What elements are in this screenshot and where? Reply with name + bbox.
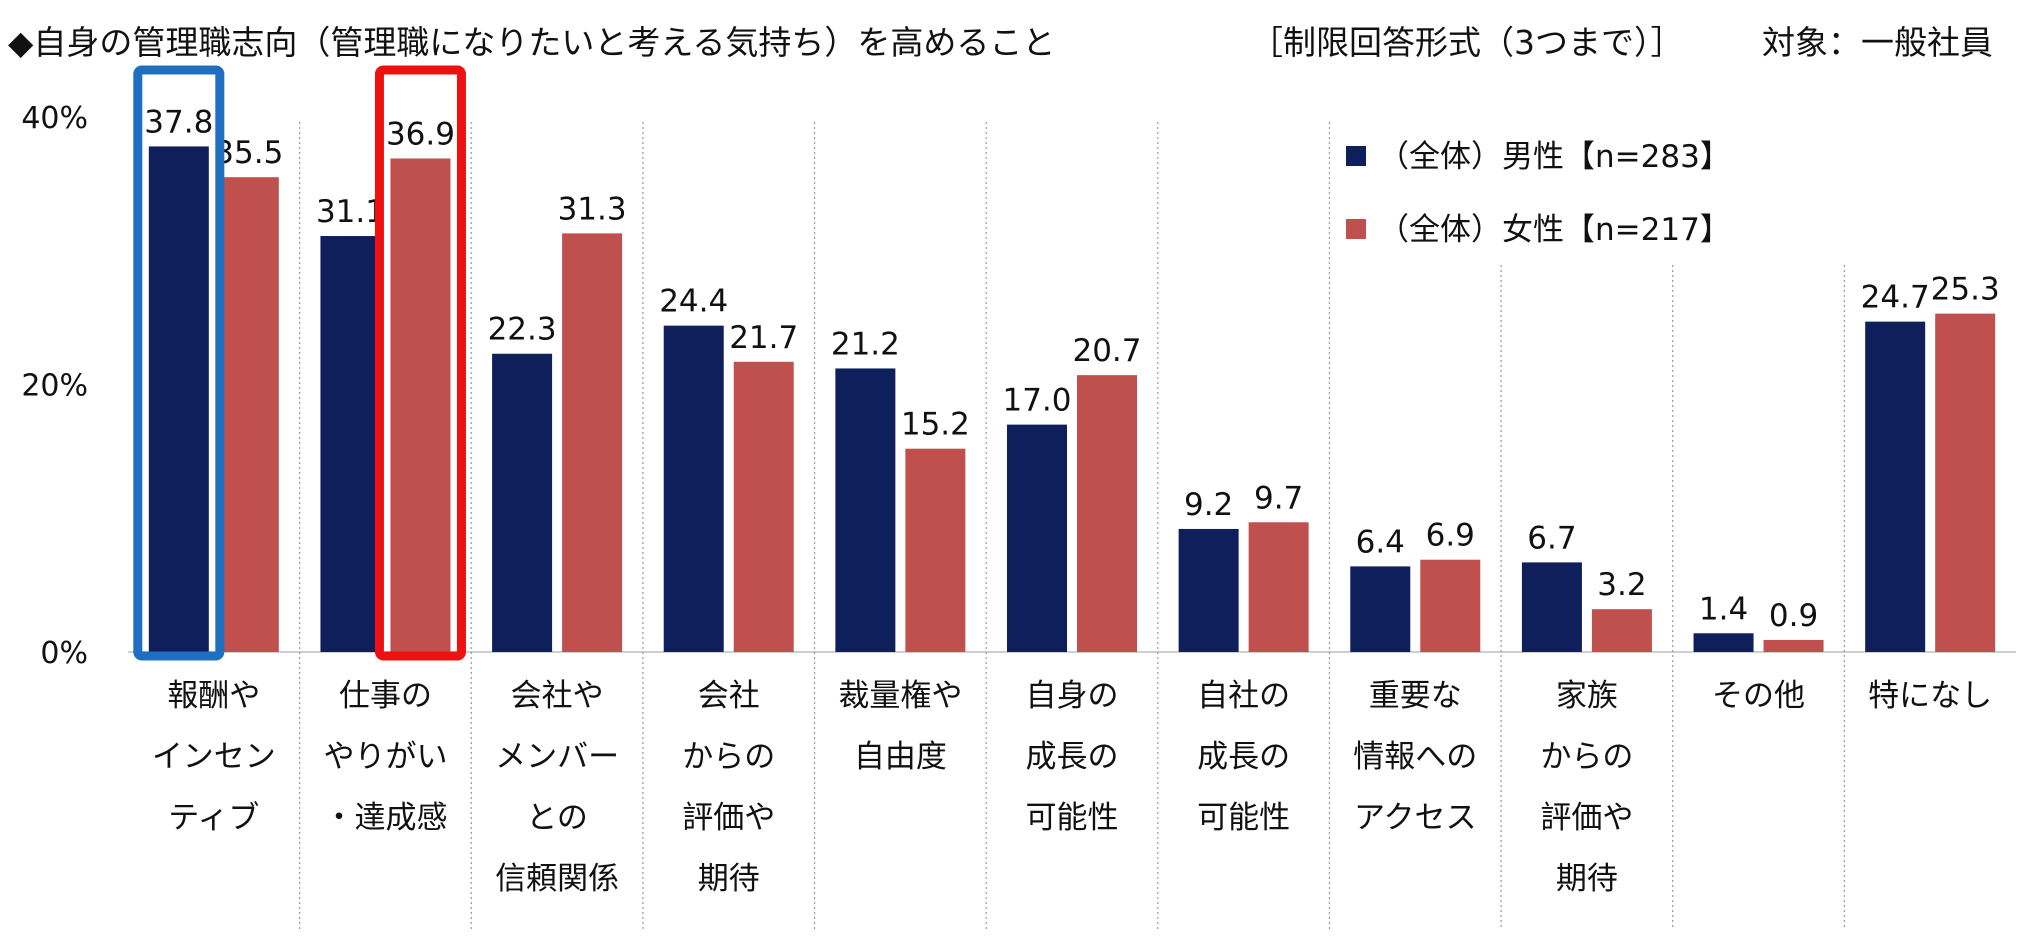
category-label: からの: [1540, 739, 1633, 775]
category-label: 特になし: [1868, 678, 1992, 714]
category-label: 自由度: [854, 739, 947, 775]
data-label: 17.0: [1002, 383, 1071, 419]
bar-female: [390, 158, 451, 652]
highlight-box: [133, 65, 225, 661]
category-label: アクセス: [1354, 800, 1476, 836]
data-label: 24.7: [1861, 280, 1930, 316]
data-label: 35.5: [214, 135, 283, 171]
data-label: 25.3: [1931, 272, 2000, 308]
bar-male: [1521, 562, 1582, 652]
highlight-boxes: [133, 65, 466, 661]
category-label: 評価や: [1540, 800, 1633, 836]
data-label: 6.7: [1527, 520, 1576, 556]
data-label: 3.2: [1597, 567, 1646, 603]
bar-male: [663, 325, 724, 652]
category-label: その他: [1712, 678, 1805, 714]
bar-female: [1935, 313, 1996, 652]
category-label: やりがい: [323, 739, 447, 775]
bar-female: [1763, 639, 1824, 652]
data-label: 31.3: [558, 191, 627, 227]
category-label: 期待: [698, 861, 760, 897]
data-label: 9.7: [1254, 480, 1303, 516]
legend-background: [1330, 130, 1790, 260]
category-label: からの: [682, 739, 775, 775]
category-label: との: [526, 800, 588, 836]
legend-swatch-male: [1346, 146, 1366, 166]
data-label: 37.8: [144, 104, 213, 140]
category-label: 評価や: [682, 800, 775, 836]
bar-female: [733, 361, 794, 652]
data-label: 9.2: [1184, 487, 1233, 523]
bar-male: [1007, 424, 1067, 652]
highlight-box: [374, 65, 466, 661]
category-label: インセン: [152, 739, 276, 775]
category-label: 情報への: [1353, 739, 1477, 775]
category-label: 家族: [1556, 678, 1618, 714]
bar-male: [320, 236, 381, 652]
bar-female: [218, 177, 279, 652]
bar-male: [148, 146, 209, 653]
data-label: 20.7: [1072, 333, 1141, 369]
bar-female: [1077, 375, 1137, 652]
category-label: 可能性: [1026, 800, 1119, 836]
category-label: 期待: [1556, 861, 1618, 897]
category-label: 会社や: [511, 678, 604, 714]
data-label: 6.4: [1356, 524, 1405, 560]
legend: （全体）男性【n=283】 （全体）女性【n=217】: [1330, 130, 1790, 260]
bars: [148, 146, 1996, 653]
category-label: ・達成感: [323, 800, 447, 836]
legend-label-female: （全体）女性【n=217】: [1378, 212, 1731, 248]
y-axis: 0% 20% 40%: [21, 101, 88, 671]
bar-female: [562, 233, 623, 653]
data-label: 0.9: [1769, 598, 1818, 634]
data-label: 15.2: [901, 407, 970, 443]
category-label: 可能性: [1197, 800, 1290, 836]
category-label: 成長の: [1026, 739, 1119, 775]
bar-male: [1350, 566, 1411, 652]
y-tick-label: 20%: [21, 369, 88, 404]
category-label: 自身の: [1026, 678, 1119, 714]
chart-subtitle: ［制限回答形式（3つまで）］: [1250, 23, 1684, 62]
data-labels: 37.835.5 31.1 36.9 22.3 31.3 24.421.7 21.2 15.2…: [144, 104, 1999, 634]
bar-female: [1248, 522, 1309, 652]
data-label: 1.4: [1699, 591, 1748, 627]
y-tick-label: 40%: [21, 101, 88, 136]
bar-male: [1865, 321, 1926, 652]
category-label: 報酬や: [167, 678, 260, 714]
chart-title: ◆自身の管理職志向（管理職になりたいと考える気持ち）を高めること: [8, 23, 1055, 62]
category-label: 仕事の: [339, 678, 432, 714]
bar-male: [492, 353, 553, 652]
bar-female: [905, 448, 966, 652]
y-tick-label: 0%: [40, 636, 88, 671]
legend-swatch-female: [1346, 219, 1366, 239]
bar-male: [1693, 633, 1754, 652]
data-label: 6.9: [1426, 518, 1475, 554]
data-label: 22.3: [488, 312, 557, 348]
bar-male: [835, 368, 896, 652]
data-label: 31.1: [316, 194, 385, 230]
data-label: 36.9: [386, 116, 455, 152]
category-label: メンバー: [495, 739, 619, 775]
data-label: 21.2: [831, 326, 900, 362]
data-label: 24.4: [659, 284, 728, 320]
category-label: 信頼関係: [495, 861, 619, 897]
data-label: 21.7: [729, 320, 798, 356]
bar-female: [1420, 559, 1481, 652]
bar-male: [1178, 528, 1239, 652]
bar-female: [1591, 609, 1652, 652]
category-label: 重要な: [1369, 678, 1462, 714]
category-label: 会社: [698, 678, 760, 714]
category-label: 自社の: [1197, 678, 1290, 714]
legend-label-male: （全体）男性【n=283】: [1378, 139, 1731, 175]
category-label: 成長の: [1197, 739, 1290, 775]
category-label: 裁量権や: [838, 678, 962, 714]
category-label: ティブ: [168, 800, 259, 836]
chart-target: 対象：一般社員: [1762, 23, 1993, 62]
